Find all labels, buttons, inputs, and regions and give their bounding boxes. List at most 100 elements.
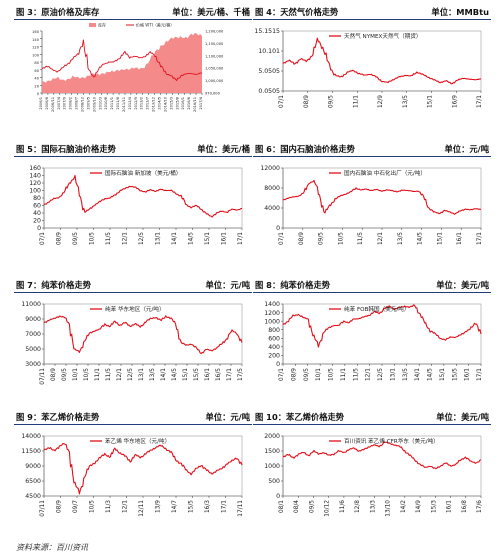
x-tick-label: 08/4 bbox=[294, 500, 300, 513]
chart-panel: 图 9：苯乙烯价格走势 单位：元/吨 14000 11500 9000 6500 4500 0… bbox=[14, 409, 252, 542]
x-tick-label: 16/1 bbox=[222, 232, 228, 245]
figure-title: 图 3：原油价格及库存 bbox=[16, 7, 100, 17]
legend-label: 苯乙烯 华东地区（元/吨） bbox=[105, 437, 170, 445]
x-tick-label: 07/11 bbox=[40, 500, 46, 517]
price-line bbox=[282, 37, 481, 85]
x-tick-label: 15/1 bbox=[440, 368, 446, 381]
x-tick-label: 12/5 bbox=[139, 232, 145, 245]
x-tick-label: 16/9 bbox=[452, 95, 458, 108]
x-tick-label: 12/5 bbox=[128, 368, 134, 381]
x-tick-label: 14/1 bbox=[415, 368, 421, 381]
figure-title: 图 6：国内石脑油价格走势 bbox=[255, 144, 355, 154]
x-tick-label: 10/5 bbox=[338, 232, 344, 245]
y-tick-label: 140 bbox=[32, 38, 40, 42]
x-tick-label: 10/5 bbox=[329, 368, 335, 381]
x-tick-label: 11/1 bbox=[95, 368, 101, 381]
x-tick-label: 17/6 bbox=[477, 500, 483, 513]
x-tick-label: 2008/7 bbox=[75, 97, 79, 110]
x-tick-label: 15/1 bbox=[437, 232, 443, 245]
legend-label: 天然气 NYMEX天然气（期货） bbox=[344, 32, 422, 40]
x-tick-label: 08/9 bbox=[57, 500, 63, 513]
x-tick-label: 2011/11 bbox=[122, 97, 126, 112]
x-tick-label: 17/1 bbox=[477, 368, 483, 381]
y-tick-label: 0.0505 bbox=[258, 88, 280, 95]
x-tick-label: 2008/2 bbox=[69, 97, 73, 110]
x-tick-label: 17/1 bbox=[477, 232, 483, 245]
y-tick-label: 12000 bbox=[260, 165, 280, 172]
y-tick-label: 140 bbox=[29, 173, 41, 180]
price-line bbox=[43, 315, 243, 355]
x-tick-label: 17/1 bbox=[222, 500, 228, 513]
y2-tick-label: 1,200,000 bbox=[205, 30, 224, 34]
chart-area: 12000 8000 4000 0 07/1 08/9 09/5 10/5 11/5 12/1 13… bbox=[253, 158, 491, 272]
x-tick-label: 15/1 bbox=[428, 95, 434, 108]
y2-tick-label: 1,000,000 bbox=[205, 79, 224, 83]
y-tick-label: 1400 bbox=[264, 301, 280, 308]
y-tick-label: 20 bbox=[33, 218, 41, 225]
y-tick-label: 8000 bbox=[264, 185, 280, 192]
x-tick-label: 2012/4 bbox=[128, 96, 132, 109]
x-tick-label: 17/11 bbox=[238, 500, 244, 517]
chart-svg: 2000 1500 1000 500 008/1 08/4 09/5 10/12 11/6 12/… bbox=[264, 433, 483, 517]
y-tick-label: 4500 bbox=[25, 493, 41, 500]
x-tick-label: 11/5 bbox=[106, 368, 112, 381]
x-tick-label: 2013/2 bbox=[140, 97, 144, 110]
chart-panel: 图 10：苯乙烯价格走势 单位：美元/吨 2000 1500 1000 500 0 08/1 0… bbox=[253, 409, 491, 542]
x-tick-label: 14/5 bbox=[428, 368, 434, 381]
y-tick-label: 160 bbox=[32, 30, 40, 34]
x-tick-label: 2015/8 bbox=[175, 96, 179, 109]
legend-label: 纯苯 华东地区（元/吨） bbox=[105, 305, 165, 313]
unit-label: 单位：美元/吨 bbox=[436, 412, 489, 422]
x-tick-label: 14/9 bbox=[416, 500, 422, 513]
x-tick-label: 11/1 bbox=[353, 95, 359, 108]
x-tick-label: 10/12 bbox=[325, 500, 331, 517]
x-tick-label: 13/1 bbox=[156, 232, 162, 245]
chart-area: 160 140 120 100 80 60 40 20 0 07/1 08/9 09/5 10/5 11/… bbox=[14, 158, 252, 272]
y-tick-label: 40 bbox=[34, 77, 39, 81]
x-tick-label: 17/1 bbox=[227, 368, 233, 381]
x-tick-label: 15/5 bbox=[189, 500, 195, 513]
unit-label: 单位：美元/桶、千桶 bbox=[172, 7, 250, 17]
x-tick-label: 15/1 bbox=[205, 232, 211, 245]
x-tick-label: 14/1 bbox=[161, 368, 167, 381]
y-tick-label: 10.101 bbox=[258, 48, 280, 55]
y-tick-label: 600 bbox=[268, 335, 280, 342]
x-tick-label: 08/9 bbox=[299, 232, 305, 245]
x-tick-label: 2012/9 bbox=[134, 96, 138, 109]
chart-panel: 图 7：纯苯价格走势 单位：元/吨 11000 9000 7000 5000 3000 07/… bbox=[14, 277, 252, 410]
y-tick-label: 100 bbox=[32, 53, 40, 57]
y2-tick-label: 970,000 bbox=[205, 92, 221, 96]
x-tick-label: 16/8 bbox=[462, 500, 468, 513]
panel-header: 图 9：苯乙烯价格走势 单位：元/吨 bbox=[14, 409, 252, 425]
x-tick-label: 12/1 bbox=[123, 232, 129, 245]
x-tick-label: 13/5 bbox=[398, 232, 404, 245]
x-tick-label: 13/3 bbox=[370, 500, 376, 513]
x-tick-label: 16/1 bbox=[205, 368, 211, 381]
x-tick-label: 16/1 bbox=[457, 232, 463, 245]
x-tick-label: 14/1 bbox=[172, 232, 178, 245]
figure-title: 图 4：天然气价格走势 bbox=[255, 7, 339, 17]
y-tick-label: 0 bbox=[276, 225, 280, 232]
x-tick-label: 2009/5 bbox=[86, 97, 90, 110]
unit-label: 单位：元/吨 bbox=[205, 280, 250, 290]
legend-label: 价格 WTI（美元/桶） bbox=[136, 22, 174, 28]
y-tick-label: 0 bbox=[276, 361, 280, 368]
x-tick-label: 2010/3 bbox=[98, 97, 102, 110]
y-tick-label: 20 bbox=[34, 84, 39, 88]
x-tick-label: 09/7 bbox=[73, 500, 79, 513]
x-tick-label: 2011/6 bbox=[116, 96, 120, 109]
x-tick-label: 14/7 bbox=[172, 500, 178, 513]
y-tick-label: 200 bbox=[268, 353, 280, 360]
x-tick-label: 10/5 bbox=[90, 232, 96, 245]
figure-title: 图 8：纯苯价格走势 bbox=[255, 280, 331, 290]
x-tick-label: 14/5 bbox=[172, 368, 178, 381]
y-tick-label: 15.1515 bbox=[254, 28, 280, 35]
y-tick-label: 3000 bbox=[25, 361, 41, 368]
x-tick-label: 08/1 bbox=[279, 500, 285, 513]
y-tick-label: 0 bbox=[37, 92, 40, 96]
x-tick-label: 2017/4 bbox=[199, 96, 203, 109]
unit-label: 单位：元/吨 bbox=[205, 412, 250, 422]
